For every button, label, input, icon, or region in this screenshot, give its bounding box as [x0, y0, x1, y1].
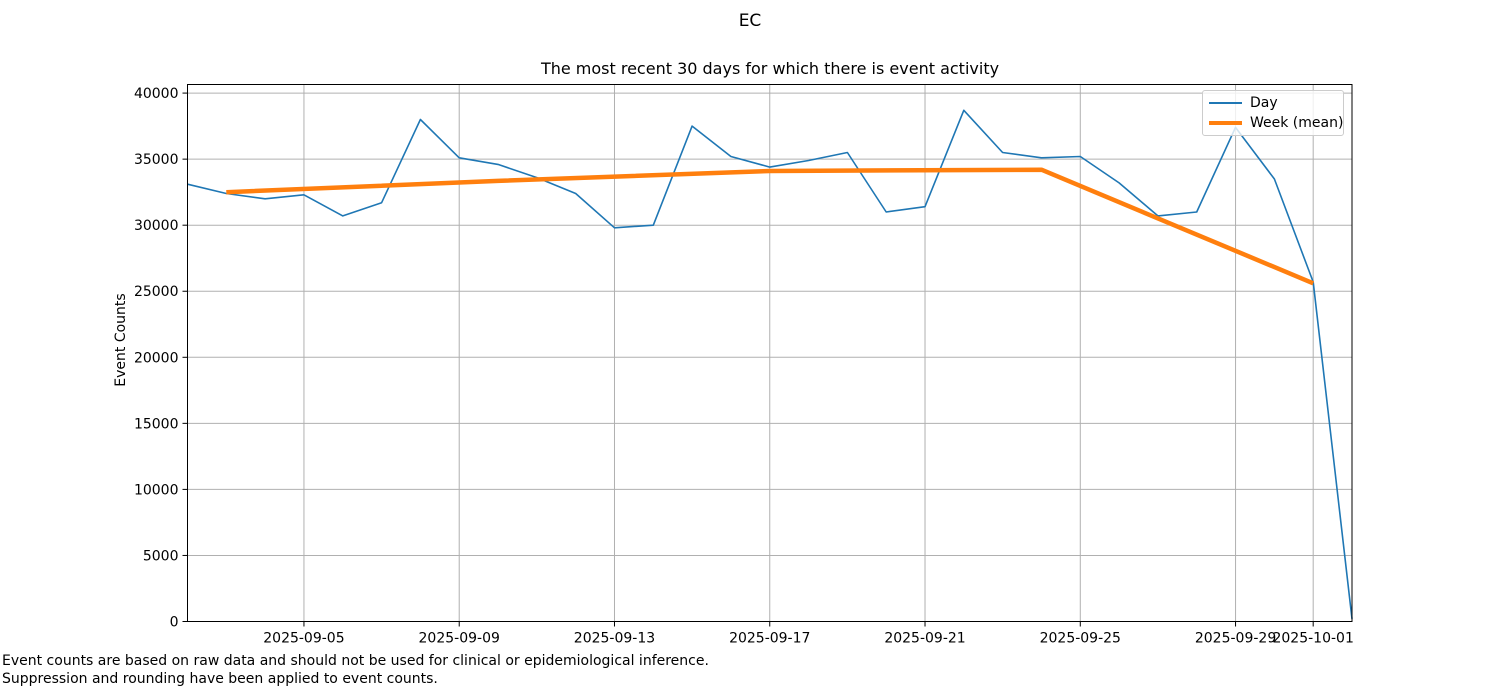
legend-item-day: Day [1203, 95, 1343, 111]
y-tick-label: 5000 [143, 548, 179, 564]
axes-title: The most recent 30 days for which there … [540, 59, 1000, 78]
legend-item-week-mean: Week (mean) [1203, 115, 1343, 131]
footnote-line-2: Suppression and rounding have been appli… [2, 671, 438, 687]
y-tick-label: 10000 [134, 482, 179, 498]
x-tick-label: 2025-09-29 [1195, 631, 1276, 647]
figure-title: EC [738, 11, 762, 31]
footnote-line-1: Event counts are based on raw data and s… [2, 653, 709, 669]
x-tick-label: 2025-09-09 [419, 631, 500, 647]
y-tick-label: 15000 [134, 416, 179, 432]
x-tick-label: 2025-10-01 [1272, 631, 1353, 647]
day-line [187, 109, 1353, 619]
y-tick-label: 25000 [134, 284, 179, 300]
x-tick-label: 2025-09-17 [729, 631, 810, 647]
legend: Day Week (mean) [1202, 90, 1344, 136]
x-tick-label: 2025-09-13 [574, 631, 655, 647]
week-mean-line [226, 167, 1315, 286]
x-tick-label: 2025-09-25 [1040, 631, 1121, 647]
y-tick-label: 0 [170, 615, 179, 631]
legend-label-week-mean: Week (mean) [1250, 115, 1344, 131]
y-tick-label: 30000 [134, 218, 179, 234]
week-mean-line-sample [1209, 121, 1242, 125]
x-tick-label: 2025-09-05 [263, 631, 344, 647]
legend-label-day: Day [1250, 95, 1278, 111]
y-tick-label: 40000 [134, 86, 179, 102]
y-tick-label: 35000 [134, 152, 179, 168]
y-tick-label: 20000 [134, 350, 179, 366]
x-tick-label: 2025-09-21 [884, 631, 965, 647]
day-line-sample [1209, 102, 1242, 104]
